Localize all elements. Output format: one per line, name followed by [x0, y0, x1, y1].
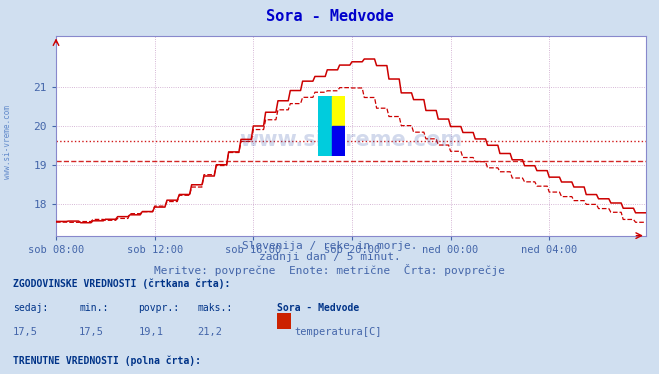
Text: 17,5: 17,5 [79, 327, 104, 337]
Text: min.:: min.: [79, 303, 109, 313]
Text: Sora - Medvode: Sora - Medvode [266, 9, 393, 24]
Text: ZGODOVINSKE VREDNOSTI (črtkana črta):: ZGODOVINSKE VREDNOSTI (črtkana črta): [13, 279, 231, 289]
Text: maks.:: maks.: [198, 303, 233, 313]
Text: zadnji dan / 5 minut.: zadnji dan / 5 minut. [258, 252, 401, 263]
Text: povpr.:: povpr.: [138, 303, 179, 313]
Text: temperatura[C]: temperatura[C] [295, 327, 382, 337]
Text: Meritve: povprečne  Enote: metrične  Črta: povprečje: Meritve: povprečne Enote: metrične Črta:… [154, 264, 505, 276]
Text: 21,2: 21,2 [198, 327, 223, 337]
Text: Sora - Medvode: Sora - Medvode [277, 303, 359, 313]
Text: www.si-vreme.com: www.si-vreme.com [239, 129, 463, 150]
Text: www.si-vreme.com: www.si-vreme.com [3, 105, 13, 179]
Text: 19,1: 19,1 [138, 327, 163, 337]
Text: sedaj:: sedaj: [13, 303, 48, 313]
Text: 17,5: 17,5 [13, 327, 38, 337]
Text: TRENUTNE VREDNOSTI (polna črta):: TRENUTNE VREDNOSTI (polna črta): [13, 355, 201, 366]
Text: Slovenija / reke in morje.: Slovenija / reke in morje. [242, 241, 417, 251]
